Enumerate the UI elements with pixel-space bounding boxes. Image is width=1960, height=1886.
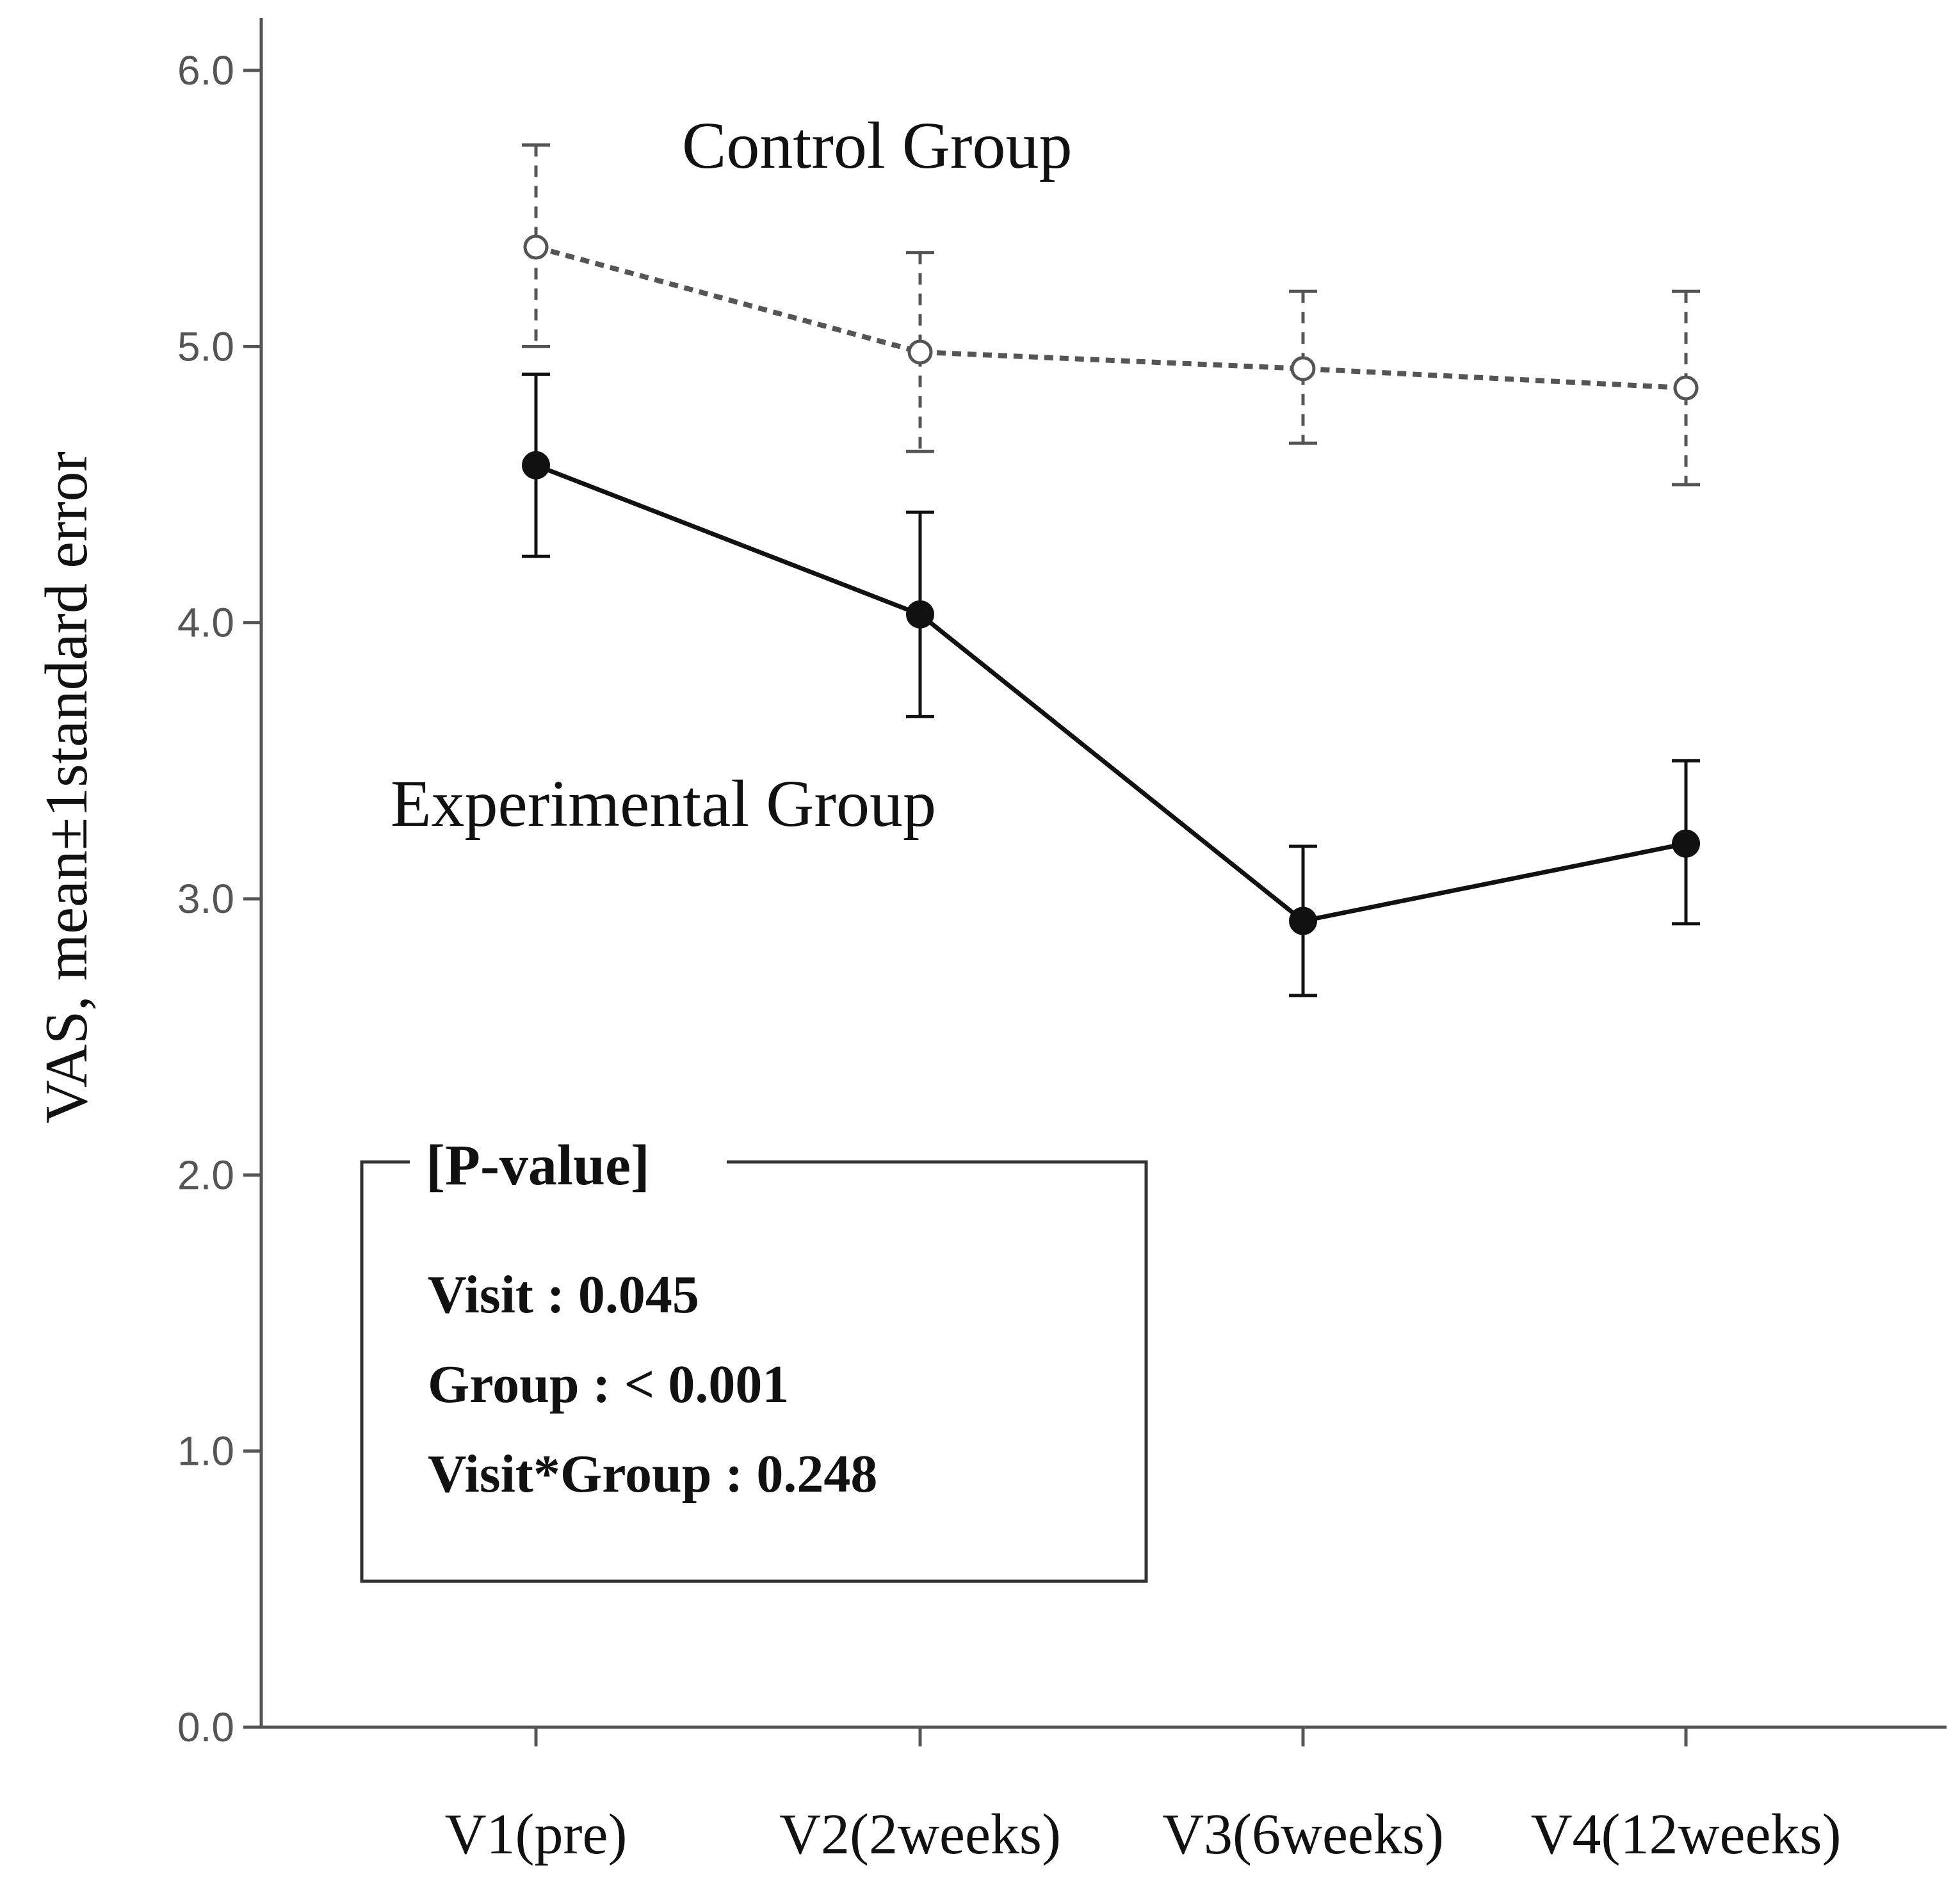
x-tick-label-3: V4(12weeks) [1531, 1803, 1842, 1866]
series-label-experimental: Experimental Group [391, 767, 936, 841]
series-control [522, 143, 1700, 487]
p-value-group: Group : < 0.001 [428, 1355, 789, 1414]
y-tick-label-4: 4.0 [177, 600, 234, 646]
p-value-visit: Visit : 0.045 [428, 1265, 699, 1325]
y-tick-label-5: 5.0 [177, 323, 234, 369]
point-control-3 [1673, 375, 1699, 401]
y-ticks: 0.0 1.0 2.0 3.0 4.0 5.0 6.0 [177, 47, 261, 1750]
y-tick-label-3: 3.0 [177, 876, 234, 922]
y-tick-label-0: 0.0 [177, 1704, 234, 1750]
point-control-0 [523, 234, 549, 260]
point-control-1 [907, 339, 933, 365]
p-value-box: [P-value] Visit : 0.045 Group : < 0.001 … [360, 1134, 1148, 1583]
y-tick-label-6: 6.0 [177, 47, 234, 93]
point-experimental-1 [906, 600, 934, 629]
point-experimental-0 [522, 451, 550, 480]
series-experimental [522, 372, 1700, 997]
point-experimental-2 [1289, 907, 1317, 935]
p-value-title: [P-value] [426, 1134, 650, 1197]
y-axis-title: VAS, mean±1standard error [33, 451, 100, 1124]
series-label-control: Control Group [682, 109, 1073, 182]
y-tick-label-1: 1.0 [177, 1428, 234, 1474]
x-tick-label-2: V3(6weeks) [1162, 1803, 1444, 1866]
point-experimental-3 [1672, 829, 1700, 858]
x-tick-label-0: V1(pre) [445, 1803, 628, 1866]
p-value-box-border [360, 1160, 1148, 1583]
point-control-2 [1290, 356, 1316, 382]
series-line-control [535, 245, 1687, 391]
y-tick-label-2: 2.0 [177, 1152, 234, 1198]
series-line-experimental [535, 463, 1687, 924]
series-layer [522, 143, 1700, 997]
x-tick-label-1: V2(2weeks) [779, 1803, 1061, 1866]
x-ticks: V1(pre) V2(2weeks) V3(6weeks) V4(12weeks) [445, 1727, 1842, 1866]
p-value-interaction: Visit*Group : 0.248 [428, 1444, 877, 1504]
